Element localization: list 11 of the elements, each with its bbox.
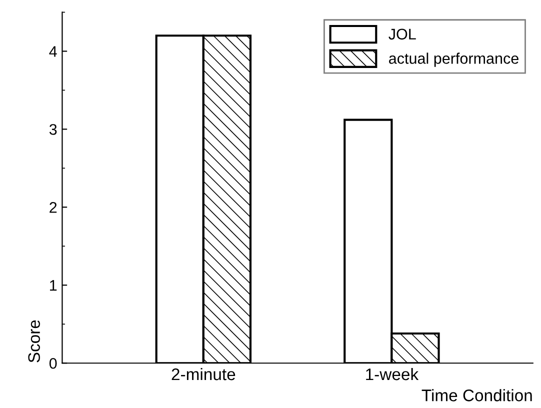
legend-label: JOL (388, 28, 416, 40)
y-tick-label: 1 (50, 280, 57, 291)
y-tick-label: 4 (49, 46, 57, 57)
y-axis-title: Score (28, 320, 40, 362)
y-tick-label: 3 (49, 124, 57, 135)
y-tick-label: 0 (49, 358, 57, 369)
x-tick-label: 2-minute (172, 368, 236, 380)
x-tick-label: 1-week (366, 368, 419, 380)
y-tick-label: 2 (50, 202, 57, 213)
x-axis-title: Time Condition (422, 389, 532, 402)
legend-label: actual performance (389, 52, 518, 67)
